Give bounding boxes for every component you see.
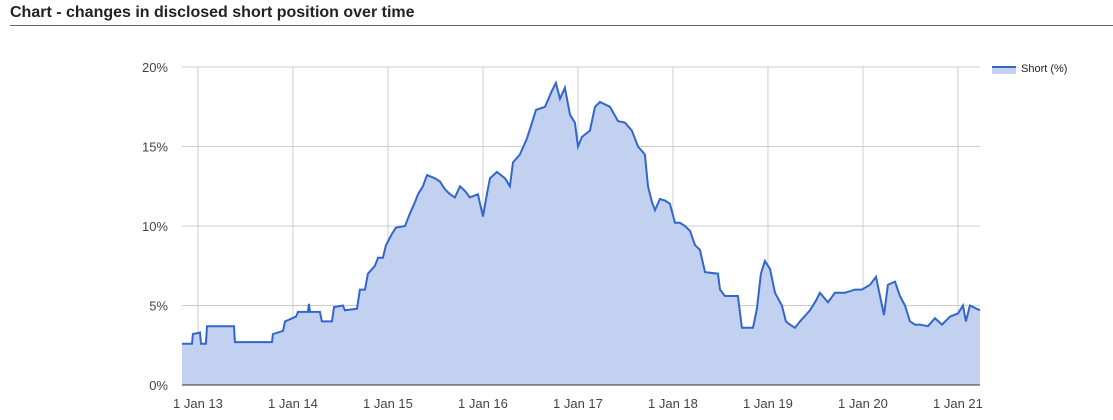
legend-label: Short (%) [1021,63,1067,75]
x-tick-label: 1 Jan 13 [173,396,223,411]
y-tick-label: 0% [149,378,168,393]
y-tick-label: 20% [142,60,168,75]
x-tick-label: 1 Jan 14 [268,396,318,411]
x-tick-label: 1 Jan 18 [648,396,698,411]
legend-swatch [992,67,1016,74]
chart-title: Chart - changes in disclosed short posit… [10,4,415,21]
title-rule [10,25,1113,26]
y-tick-label: 15% [142,140,168,155]
y-tick-label: 5% [149,299,168,314]
y-tick-label: 10% [142,219,168,234]
x-tick-label: 1 Jan 17 [553,396,603,411]
x-tick-label: 1 Jan 21 [933,396,983,411]
line [182,80,981,345]
x-tick-label: 1 Jan 19 [743,396,793,411]
area [182,82,980,386]
x-tick-label: 1 Jan 15 [363,396,413,411]
x-tick-label: 1 Jan 20 [838,396,888,411]
x-tick-label: 1 Jan 16 [458,396,508,411]
